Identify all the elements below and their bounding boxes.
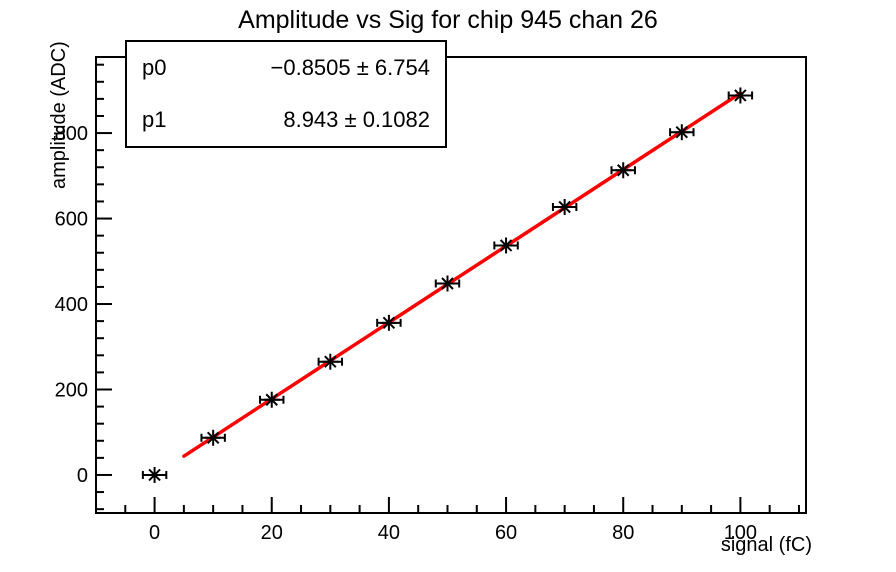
y-tick-label: 200 (55, 379, 88, 401)
x-tick-label: 20 (261, 522, 283, 544)
marker-arm-d2 (265, 393, 278, 406)
data-point-marker (551, 199, 578, 216)
stats-row-p1: p1 8.943 ± 0.1082 (127, 94, 445, 146)
y-tick-label: 600 (55, 209, 88, 231)
data-point-marker (317, 353, 344, 370)
y-tick-label: 0 (77, 465, 88, 487)
data-points (141, 87, 754, 483)
x-axis-minor-ticks (95, 505, 800, 513)
fit-stats-box: p0 −0.8505 ± 6.754 p1 8.943 ± 0.1082 (125, 40, 447, 148)
data-point-marker (376, 314, 402, 331)
param-value-p1: 8.943 ± 0.1082 (283, 107, 430, 132)
param-name-p0: p0 (142, 55, 167, 80)
plot-frame (95, 56, 807, 514)
x-tick-label: 100 (724, 522, 757, 544)
x-tick-label: 40 (378, 522, 400, 544)
data-point-marker (669, 124, 695, 141)
data-point-marker (259, 391, 285, 408)
marker-arm-d2 (206, 431, 220, 444)
marker-arm-d2 (734, 89, 747, 102)
marker-arm-d2 (324, 355, 337, 368)
y-tick-label: 800 (55, 123, 88, 145)
x-tick-label: 80 (612, 522, 634, 544)
marker-arm-d2 (382, 316, 396, 330)
y-tick-label: 400 (55, 294, 88, 316)
x-axis-title: signal (fC) (720, 534, 812, 556)
chart-title: Amplitude vs Sig for chip 945 chan 26 (238, 6, 658, 34)
data-point-marker (200, 429, 226, 446)
marker-arm-d2 (558, 200, 571, 214)
data-point-marker (434, 275, 461, 292)
marker-arm-d2 (499, 239, 513, 252)
param-name-p1: p1 (142, 107, 167, 132)
x-tick-labels: 0 20 40 60 80 100 (149, 522, 757, 544)
data-point-marker (493, 237, 519, 254)
param-value-p0: −0.8505 ± 6.754 (270, 55, 431, 80)
marker-arm-d2 (148, 468, 161, 482)
y-axis-title: amplitude (ADC) (48, 41, 70, 189)
data-point-marker (610, 162, 636, 179)
x-tick-label: 60 (495, 522, 517, 544)
stats-row-p0: p0 −0.8505 ± 6.754 (127, 42, 445, 94)
x-tick-label: 0 (149, 522, 160, 544)
y-tick-labels: 0 200 400 600 800 (55, 123, 88, 487)
marker-arm-d2 (617, 164, 630, 177)
x-axis-major-ticks (153, 497, 742, 513)
marker-arm-d2 (675, 126, 689, 139)
y-axis-major-ticks (96, 132, 112, 476)
marker-arm-d2 (441, 277, 454, 290)
data-point-marker (727, 87, 754, 104)
data-point-marker (141, 466, 168, 483)
y-axis-minor-ticks (96, 63, 104, 511)
